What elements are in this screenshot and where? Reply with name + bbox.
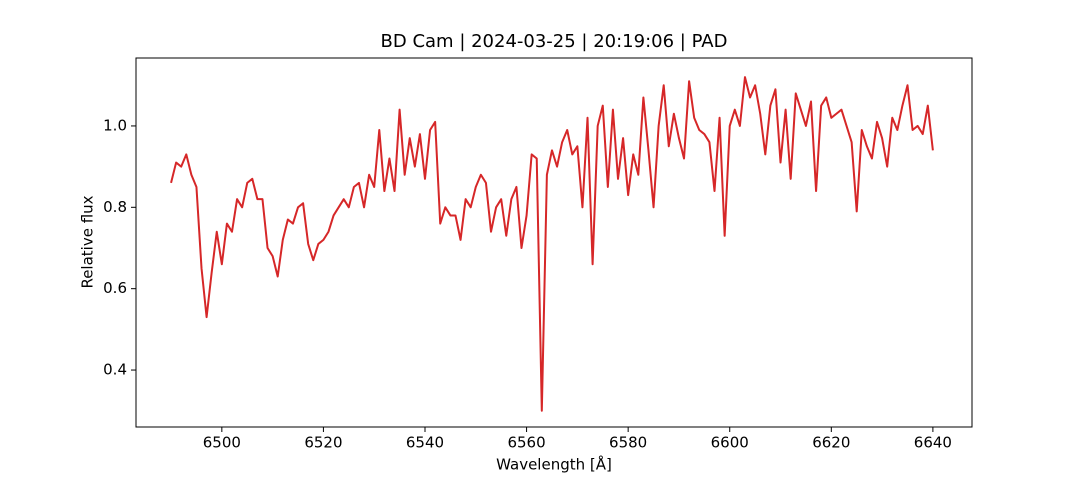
plot-frame [135, 57, 973, 428]
spectrum-line [170, 76, 934, 412]
x-tick-label: 6640 [914, 434, 952, 452]
x-tick-label: 6500 [203, 434, 241, 452]
y-axis-label: Relative flux [79, 195, 97, 288]
y-tick-label: 1.0 [103, 116, 127, 134]
y-tick-label: 0.6 [103, 279, 127, 297]
x-tick-label: 6620 [812, 434, 850, 452]
x-tick-label: 6560 [507, 434, 545, 452]
x-axis-label: Wavelength [Å] [496, 455, 612, 474]
chart-title: BD Cam | 2024-03-25 | 20:19:06 | PAD [381, 31, 728, 52]
y-tick-label: 0.8 [103, 198, 127, 216]
x-tick-label: 6600 [711, 434, 749, 452]
x-tick-label: 6520 [304, 434, 342, 452]
y-tick-label: 0.4 [103, 361, 127, 379]
x-tick-label: 6580 [609, 434, 647, 452]
x-tick-label: 6540 [406, 434, 444, 452]
